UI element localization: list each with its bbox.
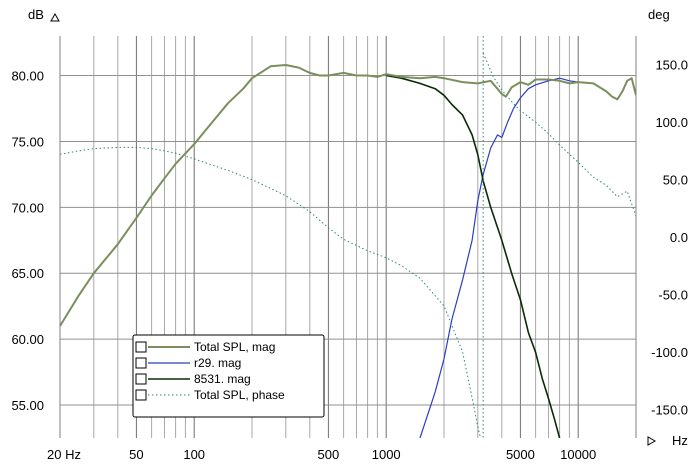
series-layer <box>60 36 636 438</box>
legend-checkbox <box>135 389 147 401</box>
legend-box <box>132 334 325 418</box>
x-tick-label: 10000 <box>560 447 596 462</box>
x-axis-arrow-icon[interactable] <box>647 436 657 446</box>
legend: Total SPL, mag r29. mag 8531. mag Total SPL… <box>132 334 325 418</box>
series-2 <box>386 74 561 438</box>
y-right-tick-label: -150.0 <box>651 402 688 417</box>
series-line-0 <box>60 64 636 327</box>
series-line-1 <box>419 77 579 438</box>
y-right-tick-label: -50.0 <box>658 287 688 302</box>
x-tick-label: 500 <box>318 447 340 462</box>
y-left-tick-label: 70.00 <box>11 200 44 215</box>
y-right-tick-label: -100.0 <box>651 345 688 360</box>
y-left-tick-label: 75.00 <box>11 134 44 149</box>
series-line-3 <box>60 146 481 438</box>
x-tick-label: 5000 <box>506 447 535 462</box>
legend-label: 8531. mag <box>194 372 251 386</box>
grid <box>59 36 637 438</box>
axes: dB deg Hz 20 Hz 50 100 500 1000 5000 10000 80.0… <box>11 7 688 462</box>
x-unit-label: Hz <box>672 433 688 448</box>
legend-checkbox <box>135 373 147 385</box>
legend-label: Total SPL, phase <box>194 388 285 402</box>
left-axis-arrow-icon[interactable] <box>50 12 60 22</box>
x-tick-label: 100 <box>183 447 205 462</box>
x-tick-label: 50 <box>129 447 143 462</box>
legend-label: r29. mag <box>194 356 241 370</box>
y-left-tick-label: 65.00 <box>11 266 44 281</box>
y-right-tick-label: 0.0 <box>670 230 688 245</box>
x-tick-label: 1000 <box>372 447 401 462</box>
series-line-3 <box>482 53 636 217</box>
y-right-tick-label: 150.0 <box>655 58 688 73</box>
y-left-tick-label: 60.00 <box>11 332 44 347</box>
series-line-2 <box>386 74 561 438</box>
y-left-tick-label: 55.00 <box>11 398 44 413</box>
y-right-tick-label: 50.0 <box>663 173 688 188</box>
legend-checkbox <box>135 357 147 369</box>
y-right-tick-label: 100.0 <box>655 115 688 130</box>
legend-checkbox <box>135 341 147 353</box>
series-3 <box>60 53 636 438</box>
left-unit-label: dB <box>28 7 44 22</box>
right-unit-label: deg <box>648 7 670 22</box>
plot-frame <box>59 36 637 438</box>
y-left-tick-label: 80.00 <box>11 69 44 84</box>
x-tick-label: 20 Hz <box>47 447 81 462</box>
series-1 <box>419 77 579 438</box>
series-0 <box>60 64 636 327</box>
legend-label: Total SPL, mag <box>194 340 275 354</box>
